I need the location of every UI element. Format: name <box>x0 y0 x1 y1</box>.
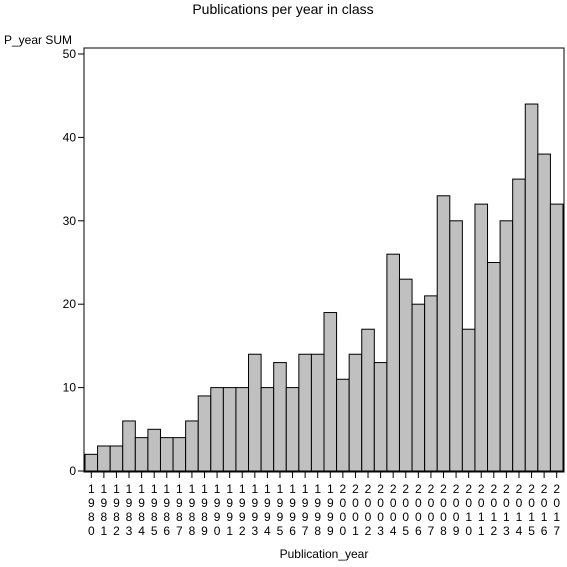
bar-2003 <box>373 362 388 472</box>
bar-2015 <box>524 103 539 472</box>
bar-2002 <box>361 328 375 472</box>
bar-2005 <box>398 278 413 472</box>
bar-1981 <box>97 445 111 472</box>
y-tick-label: 10 <box>63 381 77 395</box>
plot-frame <box>83 47 565 473</box>
bar-2007 <box>424 295 438 472</box>
bar-2010 <box>461 328 476 472</box>
bar-2011 <box>474 203 489 472</box>
bar-2012 <box>487 262 501 472</box>
bar-2006 <box>411 303 426 472</box>
x-axis: 1 9 8 0 1 9 8 1 1 9 8 2 1 9 8 3 1 9 8 4 1 9 8 5 1 9 8 6 1 9 8 7 1 9 8 8 1 9 8 9… <box>88 472 560 538</box>
bar-1989 <box>197 395 212 472</box>
bar-1987 <box>172 437 187 472</box>
bar-1997 <box>298 353 312 472</box>
bar-1998 <box>310 353 325 472</box>
y-tick-label: 30 <box>63 214 77 228</box>
bar-1980 <box>84 453 99 472</box>
bar-1986 <box>159 437 174 472</box>
x-axis-label: Publication_year <box>280 547 369 561</box>
bar-1991 <box>222 387 237 472</box>
y-tick-label: 40 <box>63 130 77 144</box>
y-tick-label: 0 <box>69 464 76 478</box>
bar-1990 <box>210 387 224 472</box>
bar-1988 <box>185 420 199 472</box>
bar-1982 <box>109 445 124 472</box>
bar-1995 <box>273 362 287 472</box>
bar-2001 <box>348 353 363 472</box>
bar-2009 <box>449 220 463 472</box>
bar-2008 <box>436 195 451 472</box>
bars <box>84 103 564 472</box>
bar-2004 <box>386 253 400 472</box>
bar-2016 <box>537 153 551 472</box>
y-tick-label: 20 <box>63 297 77 311</box>
bar-1984 <box>134 437 149 472</box>
bar-1992 <box>235 387 250 472</box>
y-axis: 0 10 20 30 40 50 <box>63 47 84 478</box>
y-tick-label: 50 <box>63 47 77 61</box>
bar-2013 <box>499 220 514 472</box>
bar-1996 <box>285 387 300 472</box>
bar-1985 <box>147 428 161 472</box>
bar-2017 <box>549 203 564 472</box>
bar-2000 <box>336 378 350 472</box>
y-axis-label: P_year SUM <box>4 33 72 47</box>
bar-1983 <box>122 420 136 472</box>
bar-1993 <box>248 353 262 472</box>
chart-title: Publications per year in class <box>192 1 373 17</box>
bar-1999 <box>323 312 338 472</box>
bar-1994 <box>260 387 275 472</box>
bar-2014 <box>512 178 526 472</box>
